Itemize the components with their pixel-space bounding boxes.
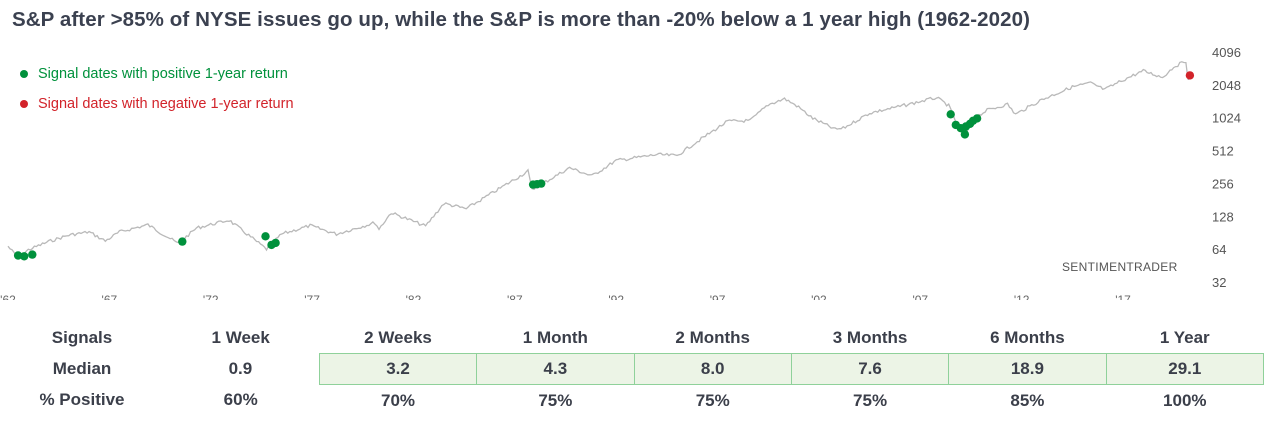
- x-tick-label: '92: [608, 293, 624, 300]
- x-tick-label: '82: [406, 293, 422, 300]
- chart-panel: S&P after >85% of NYSE issues go up, whi…: [0, 0, 1280, 427]
- table-row-median: Median 0.9 3.2 4.3 8.0 7.6 18.9 29.1: [2, 354, 1264, 385]
- signal-point-positive: [178, 237, 186, 245]
- table-cell-highlighted: 4.3: [477, 354, 634, 385]
- signal-point-positive: [261, 232, 269, 240]
- legend-positive-label: Signal dates with positive 1-year return: [38, 66, 288, 82]
- table-cell-highlighted: 18.9: [949, 354, 1106, 385]
- sp500-price-line: [8, 62, 1190, 258]
- x-tick-label: '87: [507, 293, 523, 300]
- x-tick-label: '17: [1115, 293, 1131, 300]
- table-cell: 75%: [791, 385, 948, 417]
- table-header-cell: 1 Month: [477, 322, 634, 354]
- table-cell-highlighted: 3.2: [319, 354, 476, 385]
- y-tick-label: 128: [1212, 209, 1234, 224]
- x-tick-label: '97: [710, 293, 726, 300]
- x-tick-label: '67: [102, 293, 118, 300]
- y-tick-label: 4096: [1212, 45, 1241, 60]
- x-tick-label: '72: [203, 293, 219, 300]
- table-cell: 70%: [319, 385, 476, 417]
- table-header-cell: 1 Year: [1106, 322, 1263, 354]
- signal-point-positive: [28, 250, 36, 258]
- signal-point-positive: [537, 179, 545, 187]
- x-tick-label: '12: [1014, 293, 1030, 300]
- table-cell: 100%: [1106, 385, 1263, 417]
- x-tick-label: '07: [912, 293, 928, 300]
- legend-positive-marker: [20, 70, 28, 78]
- table-cell-highlighted: 7.6: [791, 354, 948, 385]
- legend-positive: Signal dates with positive 1-year return: [20, 66, 288, 82]
- table-header-cell: 2 Months: [634, 322, 791, 354]
- signal-point-negative: [1186, 71, 1194, 79]
- table-header-cell: 3 Months: [791, 322, 948, 354]
- chart-title: S&P after >85% of NYSE issues go up, whi…: [12, 8, 1030, 32]
- signal-point-positive: [271, 239, 279, 247]
- y-tick-label: 32: [1212, 275, 1226, 290]
- table-header-cell: Signals: [2, 322, 162, 354]
- legend-negative-marker: [20, 100, 28, 108]
- legend-negative-label: Signal dates with negative 1-year return: [38, 96, 294, 112]
- table-header-cell: 6 Months: [949, 322, 1106, 354]
- table-cell: 85%: [949, 385, 1106, 417]
- table-cell-highlighted: 29.1: [1106, 354, 1263, 385]
- returns-table: Signals 1 Week 2 Weeks 1 Month 2 Months …: [2, 322, 1264, 416]
- y-tick-label: 64: [1212, 242, 1226, 257]
- y-tick-label: 1024: [1212, 111, 1241, 126]
- x-tick-label: '02: [811, 293, 827, 300]
- signal-point-positive: [973, 114, 981, 122]
- table-cell: 75%: [477, 385, 634, 417]
- table-row-label: % Positive: [2, 385, 162, 417]
- signal-point-positive: [947, 110, 955, 118]
- table-row-positive: % Positive 60% 70% 75% 75% 75% 85% 100%: [2, 385, 1264, 417]
- signal-point-positive: [961, 130, 969, 138]
- table-row-label: Median: [2, 354, 162, 385]
- y-tick-label: 256: [1212, 176, 1234, 191]
- table-cell: 0.9: [162, 354, 319, 385]
- y-tick-label: 512: [1212, 144, 1234, 159]
- signal-point-positive: [20, 252, 28, 260]
- table-cell: 60%: [162, 385, 319, 417]
- table-header-row: Signals 1 Week 2 Weeks 1 Month 2 Months …: [2, 322, 1264, 354]
- table-header-cell: 2 Weeks: [319, 322, 476, 354]
- legend-negative: Signal dates with negative 1-year return: [20, 96, 294, 112]
- watermark: SENTIMENTRADER: [1062, 260, 1178, 274]
- x-tick-label: '62: [0, 293, 16, 300]
- table-header-cell: 1 Week: [162, 322, 319, 354]
- table-cell-highlighted: 8.0: [634, 354, 791, 385]
- table-cell: 75%: [634, 385, 791, 417]
- y-tick-label: 2048: [1212, 78, 1241, 93]
- x-tick-label: '77: [304, 293, 320, 300]
